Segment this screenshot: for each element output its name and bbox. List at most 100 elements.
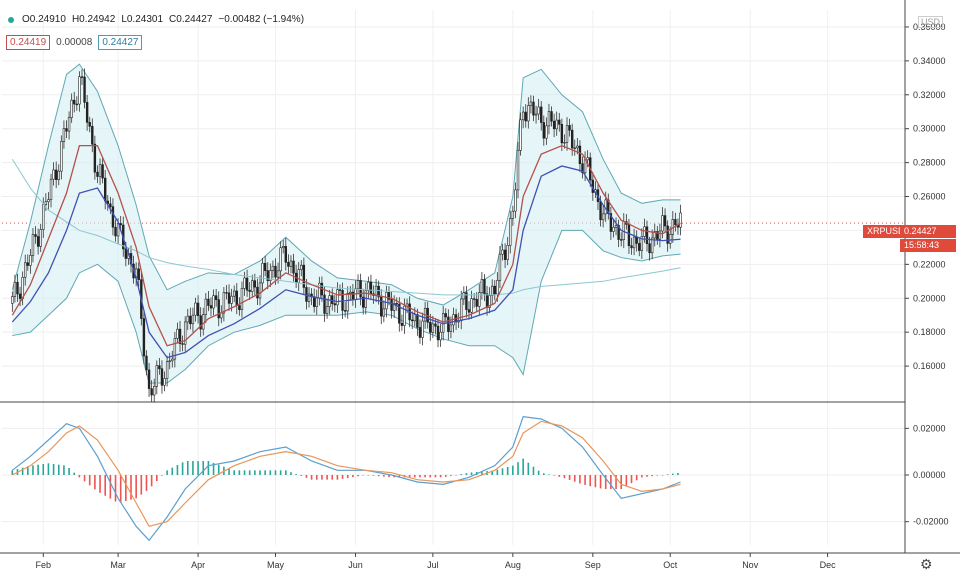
macd-histogram-bar (470, 472, 473, 475)
macd-histogram-bar (527, 462, 530, 475)
macd-histogram-bar (656, 475, 659, 476)
candle-body (93, 143, 97, 173)
candle-body (233, 290, 236, 297)
candle-body (346, 292, 349, 312)
y-tick-label: 0.22000 (913, 259, 946, 269)
macd-histogram-bar (331, 475, 334, 480)
candle-body (400, 322, 404, 326)
price-axis[interactable]: 0.36000 0.34000 0.32000 0.30000 0.28000 0.260… (905, 22, 949, 527)
candle-body (475, 299, 478, 307)
y-tick-label: 0.16000 (913, 361, 946, 371)
macd-histogram-bar (104, 475, 106, 496)
macd-line (11, 416, 681, 542)
candle-body (411, 319, 414, 322)
candle-body (36, 236, 40, 247)
candle-body (312, 296, 316, 307)
macd-histogram-bar (341, 475, 344, 479)
candle-body (315, 297, 318, 307)
candle-body (78, 76, 81, 105)
macd-histogram-bar (372, 475, 375, 476)
candle-body (540, 106, 543, 123)
candle-body (248, 289, 251, 292)
candle-body (263, 262, 267, 271)
macd-histogram-bar (398, 475, 401, 478)
candle-body (114, 226, 117, 237)
candle-body (493, 285, 496, 295)
macd-histogram-bar (326, 475, 328, 480)
ma-red-badge[interactable]: 0.24419 (6, 35, 51, 50)
candle-body (568, 125, 571, 131)
currency-label[interactable]: USD (918, 16, 944, 28)
macd-histogram-bar (228, 468, 230, 475)
candle-body (204, 298, 208, 315)
ma-blue-badge[interactable]: 0.24427 (98, 35, 143, 50)
candle-body (42, 204, 45, 230)
candle-body (488, 295, 491, 308)
candle-body (434, 323, 437, 327)
candle-body (627, 224, 631, 247)
candle-body (47, 199, 50, 203)
macd-histogram-bar (414, 475, 416, 478)
candle-body (251, 280, 254, 292)
macd-histogram-bar (336, 475, 339, 480)
gear-icon[interactable]: ⚙ (920, 556, 933, 572)
low-value: L0.24301 (121, 14, 164, 25)
macd-tick-label: 0.00000 (913, 470, 946, 480)
candle-body (196, 302, 200, 316)
x-tick-label: Sep (585, 560, 601, 570)
candle-body (496, 280, 499, 295)
macd-histogram-bar (362, 475, 364, 476)
macd-histogram-bar (99, 475, 101, 493)
candle-body (189, 315, 192, 325)
candle-body (586, 157, 589, 161)
macd-histogram-bar (599, 475, 602, 489)
candle-body (527, 105, 530, 122)
macd-histogram-bar (641, 475, 643, 478)
candle-body (599, 201, 602, 221)
macd-histogram-bar (646, 475, 648, 477)
macd-histogram-bar (11, 470, 14, 475)
candle-body (403, 305, 406, 326)
macd-histogram-bar (630, 475, 633, 484)
macd-histogram-bar (620, 475, 622, 489)
time-axis[interactable]: Feb Mar Apr May Jun Jul Aug Sep Oct Nov Dec (36, 553, 837, 570)
macd-histogram-bar (145, 475, 148, 491)
candle-body (581, 163, 584, 174)
candle-body (83, 76, 86, 103)
macd-histogram-bar (57, 464, 60, 475)
macd-tick-label: -0.02000 (913, 517, 949, 527)
candle-body (212, 295, 215, 309)
macd-histogram-bar (517, 462, 519, 475)
candle-body (436, 325, 440, 341)
candle-body (54, 169, 58, 180)
candle-body (289, 260, 293, 267)
candle-body (328, 295, 331, 307)
y-tick-label: 0.36000 (913, 22, 946, 32)
candle-body (256, 286, 259, 299)
candle-body (323, 294, 326, 314)
candle-body (630, 245, 633, 249)
candle-body (521, 111, 525, 121)
candle-body (70, 99, 73, 118)
candle-body (485, 293, 489, 308)
macd-histogram-bar (352, 475, 354, 478)
y-tick-label: 0.34000 (913, 56, 946, 66)
macd-histogram-bar (197, 461, 199, 475)
ma-blue-line (11, 165, 681, 359)
macd-histogram-bar (666, 474, 669, 475)
candle-body (498, 253, 502, 281)
bollinger-bands (11, 63, 681, 384)
macd-histogram-bar (506, 467, 509, 475)
candle-body (73, 99, 76, 105)
macd-histogram-bar (259, 470, 261, 475)
x-tick-label: Nov (742, 560, 759, 570)
change-value: −0.00482 (−1.94%) (218, 14, 305, 25)
macd-histogram-bar (109, 475, 112, 499)
x-tick-label: Oct (663, 560, 678, 570)
candle-body (225, 292, 228, 294)
candle-body (385, 292, 388, 310)
macd-histogram-bar (491, 470, 493, 475)
candle-body (614, 225, 618, 228)
candle-body (52, 169, 55, 180)
